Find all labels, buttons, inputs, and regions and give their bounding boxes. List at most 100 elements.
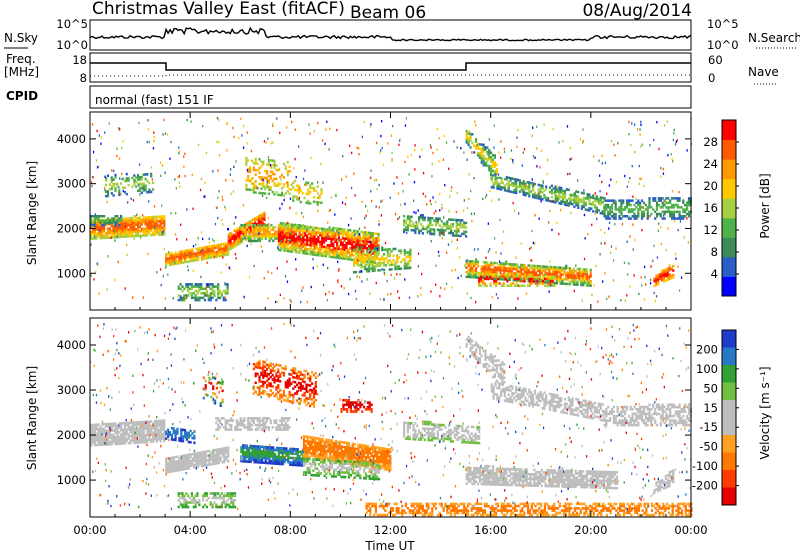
range-cell [540,265,543,268]
range-cell [522,272,525,276]
noise-cell [458,256,461,259]
range-cell [91,423,95,427]
range-cell [576,272,579,275]
noise-cell [531,134,533,137]
noise-cell [261,194,264,198]
range-cell [150,229,153,232]
range-cell [298,226,301,230]
range-cell [280,187,284,190]
noise-cell [382,163,385,166]
range-cell [305,181,308,184]
range-cell [535,273,538,277]
range-cell [483,273,486,276]
noise-cell [667,154,669,157]
range-cell [406,224,409,227]
noise-cell [192,269,194,272]
range-cell [116,219,119,222]
range-cell [148,438,151,441]
range-cell [368,256,371,259]
range-cell [106,431,110,435]
noise-cell [404,202,406,206]
noise-cell [608,184,610,187]
range-cell [183,463,187,466]
range-cell [366,263,369,266]
range-cell [358,263,361,267]
noise-cell [162,275,164,278]
noise-cell [170,212,172,215]
range-cell [371,252,374,255]
range-cell [150,433,153,437]
range-cell [95,443,98,447]
range-cell [555,277,558,280]
range-cell [522,191,525,194]
range-cell [525,275,528,278]
noise-cell [290,231,292,235]
range-cell [565,271,568,274]
range-cell [90,224,93,227]
range-cell [383,268,386,272]
range-cell [660,276,664,280]
range-cell [146,231,149,235]
range-cell [163,428,166,431]
range-cell [251,239,254,243]
range-cell [204,457,207,460]
range-cell [494,175,497,179]
range-cell [523,264,526,267]
range-cell [510,284,513,287]
range-cell [231,241,234,245]
range-cell [575,197,578,200]
range-cell [421,214,424,217]
range-cell [150,440,153,444]
range-cell [585,270,588,274]
range-cell [204,248,207,251]
range-cell [214,251,217,254]
range-cell [648,199,651,202]
range-cell [167,433,170,436]
range-cell [414,224,417,228]
range-cell [337,256,341,260]
range-cell [202,296,205,300]
noise-cell [429,144,432,147]
noise-cell [309,132,311,135]
range-cell [582,281,585,285]
range-cell [506,267,510,270]
freq-panel-frame [89,52,692,83]
range-cell [292,237,295,240]
range-cell [510,272,513,275]
range-cell [176,466,179,470]
range-cell [559,282,562,285]
range-cell [195,463,198,466]
range-cell [513,284,516,287]
range-cell [180,252,183,256]
range-cell [112,231,115,235]
range-cell [137,432,140,435]
range-cell [105,436,108,439]
noise-cell [363,120,365,123]
range-cell [514,279,517,282]
range-cell [317,227,320,230]
range-cell [629,210,632,214]
range-cell [219,450,222,453]
range-cell [114,422,117,425]
range-cell [91,230,95,234]
range-cell [183,287,186,291]
range-cell [659,277,662,280]
noise-cell [417,252,420,255]
noise-cell [623,261,626,264]
range-cell [195,465,198,469]
range-cell [368,233,371,237]
range-cell [507,181,510,184]
range-cell [311,235,314,238]
range-cell [212,460,215,463]
range-cell [655,276,658,280]
range-cell [99,221,102,225]
range-cell [294,237,297,240]
range-cell [138,216,141,220]
range-cell [302,245,305,248]
range-cell [229,247,232,250]
range-cell [481,273,485,276]
range-cell [482,261,485,264]
range-cell [407,255,410,259]
range-cell [120,437,123,441]
noise-cell [482,197,484,201]
